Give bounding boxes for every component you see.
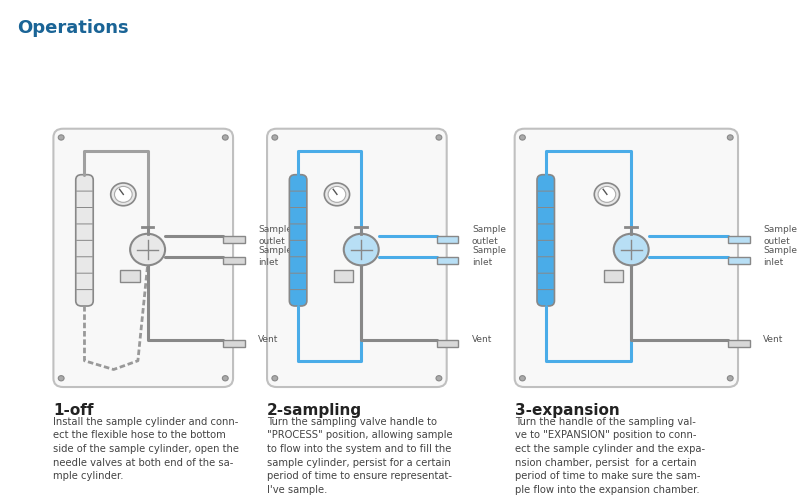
Circle shape [436, 135, 442, 140]
Circle shape [58, 135, 64, 140]
Text: Sample
inlet: Sample inlet [472, 247, 506, 266]
Text: 1-off: 1-off [54, 403, 94, 418]
Text: Sample
inlet: Sample inlet [258, 247, 292, 266]
FancyBboxPatch shape [537, 174, 554, 306]
Circle shape [222, 376, 228, 381]
Bar [223, 256, 245, 263]
Text: Sample
outlet: Sample outlet [258, 226, 292, 246]
Circle shape [58, 376, 64, 381]
Text: Sample
outlet: Sample outlet [472, 226, 506, 246]
FancyBboxPatch shape [290, 174, 307, 306]
Text: Turn the sampling valve handle to
"PROCESS" position, allowing sample
to flow in: Turn the sampling valve handle to "PROCE… [267, 417, 453, 495]
Bar [437, 236, 458, 243]
Text: Vent: Vent [472, 335, 492, 344]
Text: Install the sample cylinder and conn-
ect the flexible hose to the bottom
side o: Install the sample cylinder and conn- ec… [54, 417, 239, 481]
Text: Sample
outlet: Sample outlet [763, 226, 798, 246]
Text: Sample
inlet: Sample inlet [763, 247, 798, 266]
Circle shape [519, 376, 526, 381]
FancyBboxPatch shape [267, 129, 446, 387]
Bar [604, 270, 623, 282]
Circle shape [436, 376, 442, 381]
Text: Vent: Vent [258, 335, 278, 344]
Text: Vent: Vent [763, 335, 784, 344]
Bar [223, 236, 245, 243]
Circle shape [328, 186, 346, 202]
FancyBboxPatch shape [76, 174, 94, 306]
FancyBboxPatch shape [514, 129, 738, 387]
Text: 2-sampling: 2-sampling [267, 403, 362, 418]
Circle shape [130, 234, 165, 265]
Circle shape [114, 186, 132, 202]
Bar [728, 256, 750, 263]
Circle shape [598, 186, 616, 202]
Text: Operations: Operations [18, 19, 129, 37]
Circle shape [594, 183, 619, 206]
Bar [437, 340, 458, 347]
Bar [728, 340, 750, 347]
Circle shape [324, 183, 350, 206]
Circle shape [344, 234, 378, 265]
Bar [334, 270, 354, 282]
Text: Turn the handle of the sampling val-
ve to "EXPANSION" position to conn-
ect the: Turn the handle of the sampling val- ve … [514, 417, 705, 495]
Circle shape [110, 183, 136, 206]
Circle shape [222, 135, 228, 140]
Bar [223, 340, 245, 347]
Bar [121, 270, 140, 282]
Circle shape [272, 376, 278, 381]
FancyBboxPatch shape [54, 129, 233, 387]
Circle shape [727, 376, 733, 381]
Circle shape [614, 234, 649, 265]
Text: 3-expansion: 3-expansion [514, 403, 619, 418]
Circle shape [272, 135, 278, 140]
Bar [437, 256, 458, 263]
Circle shape [519, 135, 526, 140]
Bar [728, 236, 750, 243]
Circle shape [727, 135, 733, 140]
